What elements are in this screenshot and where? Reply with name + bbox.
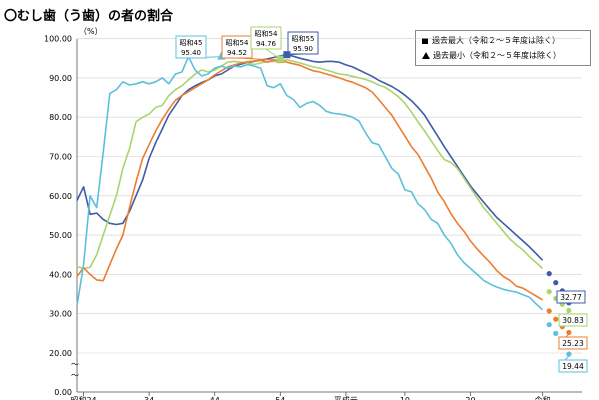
legend-item-max: 過去最大（令和２～５年度は除く） — [422, 35, 560, 46]
end-annotation-label: 32.77 — [560, 293, 582, 302]
data-point-orange — [546, 308, 552, 314]
end-annotation-label: 30.83 — [562, 316, 584, 325]
annotation-label: 昭和55 — [292, 34, 315, 43]
x-tick-label: 54 — [275, 396, 285, 400]
y-tick-label: 50.00 — [49, 231, 72, 240]
y-tick-label: 40.00 — [49, 270, 72, 279]
annotation-label: 94.76 — [256, 40, 277, 48]
y-tick-label: 20.00 — [49, 349, 72, 358]
end-annotation-box — [558, 359, 588, 373]
data-point-orange — [553, 316, 559, 322]
triangle-marker-icon — [422, 52, 430, 59]
y-tick-label: 60.00 — [49, 192, 72, 201]
annotation-box — [250, 26, 282, 50]
legend-max-label: 過去最大（令和２～５年度は除く） — [432, 36, 560, 45]
data-point-blue — [546, 271, 552, 277]
y-axis-label: （%） — [79, 27, 103, 36]
data-point-cyan — [546, 322, 552, 328]
x-tick-label: 10 — [400, 396, 410, 400]
axis-break-mark: ～ — [71, 371, 79, 380]
x-tick-label: 20 — [465, 396, 475, 400]
square-marker — [276, 55, 284, 63]
series-line-cyan — [76, 55, 544, 311]
end-annotation-label: 25.23 — [562, 339, 584, 348]
annotation-label: 昭和54 — [226, 38, 249, 47]
annotation-label: 昭和54 — [255, 29, 278, 38]
legend: 過去最大（令和２～５年度は除く） 過去最小（令和２～５年度は除く） — [415, 30, 591, 66]
chart-title: 〇むし歯（う歯）の者の割合 — [4, 9, 174, 24]
y-tick-label: 0.00 — [54, 388, 72, 397]
x-tick-label: 34 — [144, 396, 154, 400]
end-annotation-box — [558, 336, 588, 350]
data-point-orange — [566, 329, 572, 336]
data-point-lightgreen — [546, 289, 552, 295]
annotation-label: 94.52 — [227, 49, 247, 57]
end-annotation-box — [556, 290, 586, 304]
annotation-label: 95.90 — [293, 45, 313, 53]
y-tick-label: 30.00 — [49, 310, 72, 319]
legend-item-min: 過去最小（令和２～５年度は除く） — [422, 50, 561, 61]
x-tick-label: 令和 — [535, 395, 551, 400]
annotation-label: 昭和45 — [180, 38, 203, 47]
square-marker-icon — [422, 37, 428, 44]
y-tick-label: 90.00 — [49, 74, 72, 83]
legend-min-label: 過去最小（令和２～５年度は除く） — [433, 51, 561, 60]
y-tick-label: 70.00 — [49, 153, 72, 162]
annotation-label: 95.40 — [181, 49, 201, 57]
series-line-blue — [76, 53, 544, 261]
data-point-blue — [553, 280, 559, 286]
y-tick-label: 80.00 — [49, 113, 72, 122]
annotation-box — [175, 35, 207, 59]
annotation-box — [287, 31, 319, 55]
series-line-lightgreen — [76, 58, 544, 270]
end-annotation-label: 19.44 — [562, 362, 584, 371]
x-tick-label: 平成元 — [334, 395, 358, 400]
y-tick-label: 100.00 — [44, 35, 72, 44]
axis-break-mark: ～ — [71, 360, 79, 369]
end-annotation-box — [558, 313, 588, 327]
data-point-cyan — [553, 330, 559, 336]
series-line-orange — [76, 59, 544, 301]
x-tick-label: 昭和24 — [70, 396, 96, 400]
data-point-lightgreen — [566, 307, 572, 314]
square-marker — [283, 51, 291, 59]
x-tick-label: 44 — [210, 396, 220, 400]
